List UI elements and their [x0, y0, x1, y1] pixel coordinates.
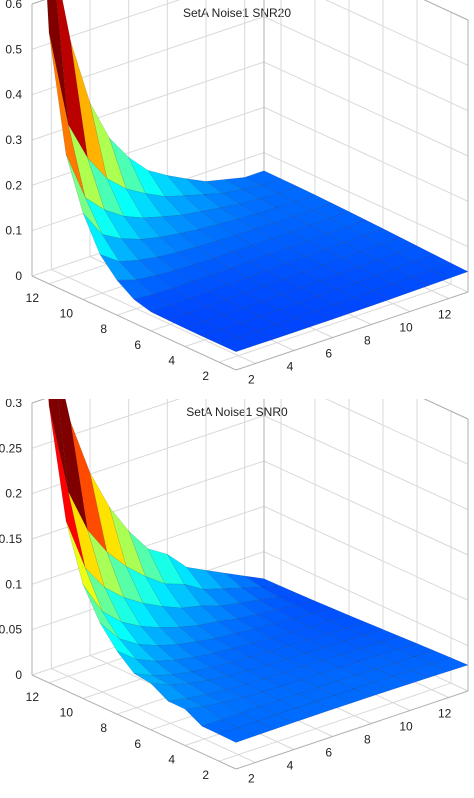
surface-patch	[431, 657, 469, 672]
z-tick-label: 0.05	[0, 623, 22, 637]
surface-patch	[312, 607, 350, 622]
surface-patch	[278, 593, 316, 606]
x-tick-label: 10	[399, 720, 413, 734]
surface-plot-snr20: SetA Noise1 SNR20 0 0.1 0.2 0.3 0.4 0.5 0.6 2 4 6…	[5, 0, 469, 387]
z-tick-label: 0.3	[5, 399, 22, 410]
axis-edge	[31, 0, 46, 5]
y-tick-label: 10	[60, 307, 74, 321]
axis-edge	[31, 275, 237, 371]
z-tick-label: 0.4	[5, 88, 22, 102]
x-tick-label: 6	[325, 347, 332, 361]
x-tick-label: 12	[438, 707, 452, 721]
x-gridline	[50, 0, 256, 364]
surface-patch	[295, 600, 333, 614]
y-tick-label: 2	[202, 768, 209, 782]
chart-title: SetA Noise1 SNR0	[186, 405, 288, 419]
z-tick-label: 0.3	[5, 133, 22, 147]
axis-edge	[31, 674, 237, 770]
y-gridline	[218, 12, 452, 363]
surface-patch	[363, 629, 401, 643]
surface-patch	[431, 262, 469, 279]
surface-patch	[244, 170, 282, 186]
y-tick-label: 10	[60, 706, 74, 720]
surface-plot-canvas: 0 0.05 0.1 0.15 0.2 0.25 0.3 2 4 6 8 10 12 2 4 6 8 10 12	[0, 399, 469, 786]
x-tick-label: 10	[399, 321, 413, 335]
x-tick-label: 12	[438, 308, 452, 322]
z-tick-label: 0.2	[5, 178, 22, 192]
surface-plot-canvas: 0 0.1 0.2 0.3 0.4 0.5 0.6 2 4 6 8 10 12 2 4 6 8 10 12	[5, 0, 469, 387]
y-tick-label: 6	[134, 737, 141, 751]
z-tick-label: 0	[15, 269, 22, 283]
surface-patch	[414, 254, 452, 271]
x-tick-label: 2	[248, 373, 255, 387]
y-tick-label: 12	[26, 690, 40, 704]
z-gridline	[31, 16, 469, 112]
y-tick-label: 6	[134, 338, 141, 352]
z-gridline	[31, 0, 469, 66]
surface-patch	[261, 178, 299, 194]
y-tick-label: 8	[100, 721, 107, 735]
axis-edge	[235, 291, 469, 371]
y-tick-label: 4	[168, 354, 175, 368]
x-gridline	[50, 399, 256, 763]
y-tick-label: 8	[100, 322, 107, 336]
z-tick-label: 0	[15, 668, 22, 682]
z-tick-label: 0.25	[0, 441, 22, 455]
z-tick-label: 0.1	[5, 577, 22, 591]
surface-patch	[329, 211, 367, 228]
axis-edge	[423, 399, 469, 420]
tick-labels: 0 0.1 0.2 0.3 0.4 0.5 0.6 2 4 6 8 10 12 2 4 6 8 10 12	[5, 0, 451, 387]
x-tick-label: 8	[364, 334, 371, 348]
surface	[48, 399, 469, 743]
surface-patch	[278, 186, 316, 202]
z-gridline	[31, 399, 469, 465]
surface	[47, 0, 469, 352]
x-tick-label: 8	[364, 733, 371, 747]
y-tick-label: 4	[168, 753, 175, 767]
surface-patch	[346, 622, 384, 636]
surface-patch	[346, 219, 384, 236]
y-tick-label: 12	[26, 291, 40, 305]
surface-patch	[380, 237, 418, 254]
surface-patch	[363, 228, 401, 245]
z-tick-label: 0.5	[5, 42, 22, 56]
z-gridline	[31, 0, 469, 21]
z-tick-label: 0.15	[0, 532, 22, 546]
z-tick-label: 0.6	[5, 0, 22, 11]
z-gridline	[31, 399, 469, 420]
surface-patch	[244, 575, 282, 588]
tick-labels: 0 0.05 0.1 0.15 0.2 0.25 0.3 2 4 6 8 10 12 2 4 6 8 10 12	[0, 399, 452, 786]
axis-edge	[423, 0, 469, 21]
x-tick-label: 4	[287, 759, 294, 773]
y-tick-label: 2	[202, 369, 209, 383]
y-gridline	[218, 411, 452, 762]
z-tick-label: 0.2	[5, 487, 22, 501]
x-tick-label: 4	[287, 360, 294, 374]
x-tick-label: 2	[248, 772, 255, 786]
axis-edge	[31, 399, 46, 404]
x-tick-label: 6	[325, 746, 332, 760]
axis-edge	[235, 690, 469, 770]
surface-patch	[295, 194, 333, 211]
surface-plot-snr0: SetA Noise1 SNR0 0 0.05 0.1 0.15 0.2 0.25 0.3 2…	[0, 399, 474, 798]
surface-patch	[329, 615, 367, 629]
z-tick-label: 0.1	[5, 224, 22, 238]
